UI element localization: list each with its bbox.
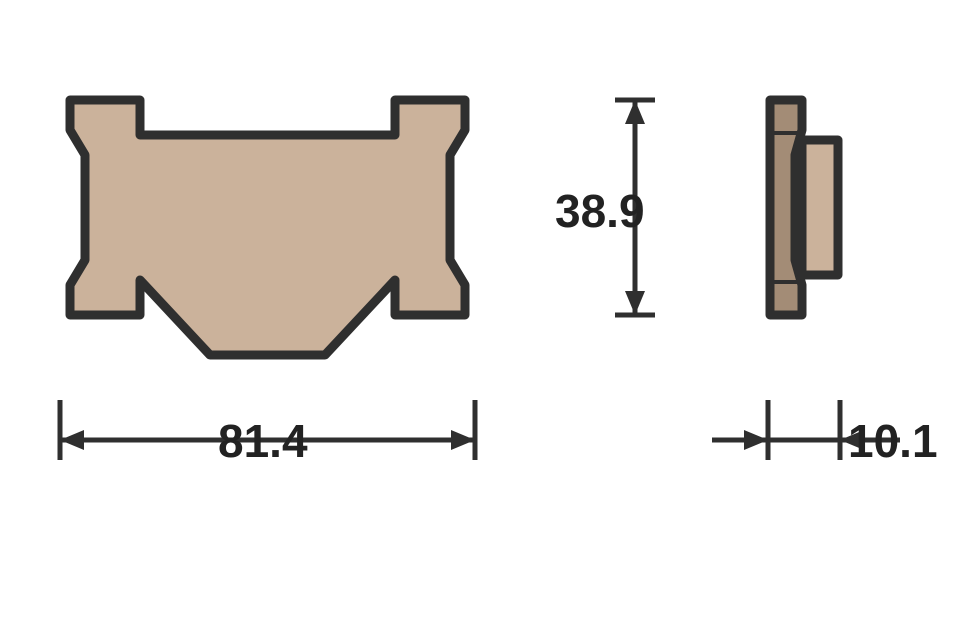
arrowhead-icon [625, 100, 645, 124]
arrowhead-icon [451, 430, 475, 450]
brake-pad-front-view [70, 100, 465, 355]
brake-pad-side-friction [802, 140, 838, 275]
dimension-width-value: 81.4 [218, 414, 308, 468]
arrowhead-icon [60, 430, 84, 450]
arrowhead-icon [744, 430, 768, 450]
arrowhead-icon [625, 291, 645, 315]
dimension-thickness-value: 10.1 [848, 414, 938, 468]
technical-drawing-svg [0, 0, 960, 640]
dimension-height-value: 38.9 [555, 184, 645, 238]
diagram-canvas: 81.4 38.9 10.1 [0, 0, 960, 640]
